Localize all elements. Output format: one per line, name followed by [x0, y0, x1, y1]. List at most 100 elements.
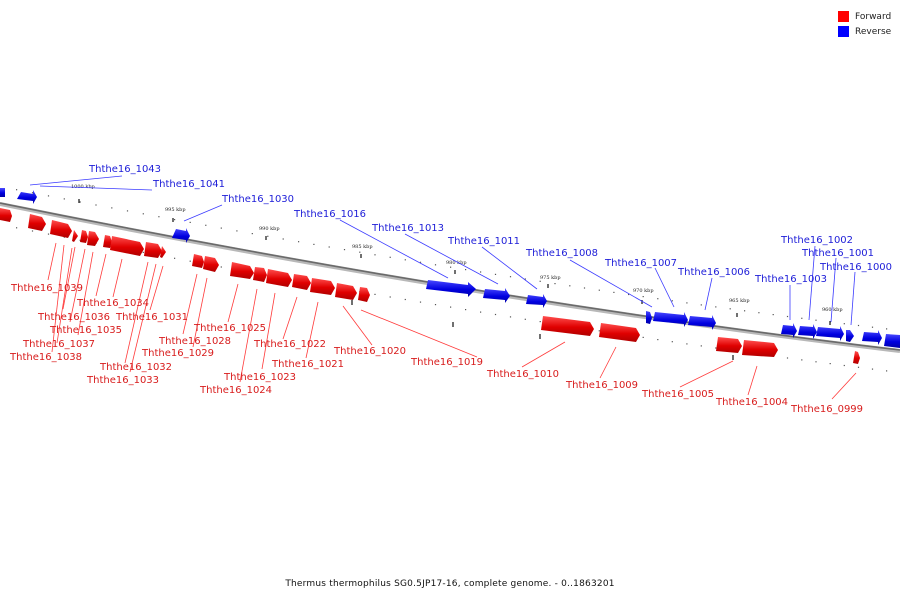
gene-label[interactable]: Ththe16_1030 — [221, 194, 294, 205]
scale-dot — [524, 278, 526, 280]
gene-label[interactable]: Ththe16_1011 — [447, 236, 520, 247]
scale-dot — [642, 296, 644, 298]
gene-label[interactable]: Ththe16_1029 — [141, 348, 214, 359]
scale-dot — [328, 246, 330, 248]
scale-dot — [857, 366, 860, 368]
gene-label[interactable]: Ththe16_1016 — [293, 209, 366, 220]
gene-label[interactable]: Ththe16_1013 — [371, 223, 444, 234]
gene-label[interactable]: Ththe16_1003 — [754, 274, 827, 285]
scale-dot — [374, 254, 376, 256]
tick-label: 965 kbp — [729, 298, 750, 304]
gene-feature[interactable] — [192, 254, 204, 268]
gene-label[interactable]: Ththe16_1043 — [88, 164, 161, 175]
gene-feature[interactable] — [798, 324, 817, 339]
gene-label[interactable]: Ththe16_1020 — [333, 346, 406, 357]
gene-feature[interactable] — [526, 294, 547, 308]
gene-label[interactable]: Ththe16_1001 — [801, 248, 874, 259]
gene-feature[interactable] — [884, 334, 900, 348]
gene-label[interactable]: Ththe16_1023 — [223, 372, 296, 383]
gene-label[interactable]: Ththe16_1019 — [410, 357, 483, 368]
gene-label[interactable]: Ththe16_1035 — [49, 325, 122, 336]
gene-feature[interactable] — [816, 326, 844, 341]
scale-dot — [786, 357, 789, 359]
gene-feature[interactable] — [688, 315, 716, 330]
gene-feature[interactable] — [17, 190, 37, 204]
gene-label[interactable]: Ththe16_1028 — [158, 336, 231, 347]
gene-feature[interactable] — [541, 316, 594, 336]
scale-dot — [450, 266, 452, 268]
gene-label[interactable]: Ththe16_1037 — [22, 339, 95, 350]
gene-label[interactable]: Ththe16_1031 — [115, 312, 188, 323]
scale-dot — [389, 256, 391, 258]
gene-feature[interactable] — [230, 262, 254, 279]
gene-feature[interactable] — [172, 228, 190, 243]
gene-feature[interactable] — [781, 323, 797, 338]
scale-dot — [404, 298, 406, 301]
gene-feature[interactable] — [103, 235, 112, 248]
gene-label[interactable]: Ththe16_1021 — [271, 359, 344, 370]
gene-label[interactable]: Ththe16_1034 — [76, 298, 149, 309]
gene-feature[interactable] — [742, 340, 778, 357]
gene-feature[interactable] — [846, 330, 854, 342]
scale-dot — [815, 361, 817, 363]
gene-feature[interactable] — [310, 278, 335, 295]
gene-label[interactable]: Ththe16_1006 — [677, 267, 750, 278]
gene-feature[interactable] — [292, 274, 311, 290]
gene-label[interactable]: Ththe16_1004 — [715, 397, 788, 408]
gene-label[interactable]: Ththe16_1010 — [486, 369, 559, 380]
gene-feature[interactable] — [358, 287, 370, 302]
legend-label-forward: Forward — [855, 11, 892, 22]
gene-label[interactable]: Ththe16_1033 — [86, 375, 159, 386]
gene-feature[interactable] — [483, 288, 510, 303]
scale-dot — [142, 213, 144, 215]
scale-dot — [236, 230, 238, 232]
gene-feature[interactable] — [160, 246, 166, 258]
gene-label[interactable]: Ththe16_1039 — [10, 283, 83, 294]
scale-dot — [524, 318, 526, 320]
scale-dot — [729, 308, 731, 310]
gene-label[interactable]: Ththe16_1008 — [525, 248, 598, 259]
gene-feature[interactable] — [266, 269, 292, 287]
gene-feature[interactable] — [87, 231, 99, 246]
gene-label[interactable]: Ththe16_1038 — [9, 352, 82, 363]
gene-feature[interactable] — [50, 220, 72, 238]
gene-feature[interactable] — [28, 214, 46, 231]
gene-feature[interactable] — [653, 312, 688, 327]
gene-feature[interactable] — [0, 208, 12, 222]
gene-feature[interactable] — [253, 267, 267, 282]
tick-label: 995 kbp — [165, 207, 186, 213]
gene-feature[interactable] — [110, 236, 144, 256]
gene-feature[interactable] — [203, 256, 219, 272]
scale-dot — [829, 363, 831, 365]
legend-item-reverse: Reverse — [838, 24, 891, 39]
gene-feature[interactable] — [144, 242, 162, 258]
gene-feature[interactable] — [426, 280, 476, 297]
gene-label[interactable]: Ththe16_1024 — [199, 385, 272, 396]
gene-feature[interactable] — [862, 330, 882, 345]
gene-label[interactable]: Ththe16_1022 — [253, 339, 326, 350]
gene-label[interactable]: Ththe16_1025 — [193, 323, 266, 334]
gene-label[interactable]: Ththe16_1005 — [641, 389, 714, 400]
gene-label[interactable]: Ththe16_1036 — [37, 312, 110, 323]
scale-dot — [628, 293, 630, 296]
gene-feature[interactable] — [646, 311, 652, 324]
scale-dot — [657, 298, 659, 300]
scale-dot — [63, 236, 65, 238]
gene-feature[interactable] — [335, 283, 357, 300]
gene-feature[interactable] — [72, 230, 78, 242]
gene-feature[interactable] — [0, 188, 5, 197]
gene-label[interactable]: Ththe16_1007 — [604, 258, 677, 269]
scale-dot — [79, 239, 81, 241]
gene-label[interactable]: Ththe16_1002 — [780, 235, 853, 246]
scale-dot — [16, 189, 18, 191]
gene-label[interactable]: Ththe16_1032 — [99, 362, 172, 373]
gene-feature[interactable] — [853, 351, 860, 364]
gene-feature[interactable] — [716, 337, 742, 353]
gene-label[interactable]: Ththe16_1009 — [565, 380, 638, 391]
gene-feature[interactable] — [80, 230, 88, 243]
gene-feature[interactable] — [599, 323, 640, 342]
scale-dot — [434, 264, 437, 266]
gene-label[interactable]: Ththe16_1041 — [152, 179, 225, 190]
gene-label[interactable]: Ththe16_0999 — [790, 404, 863, 415]
gene-label[interactable]: Ththe16_1000 — [819, 262, 892, 273]
